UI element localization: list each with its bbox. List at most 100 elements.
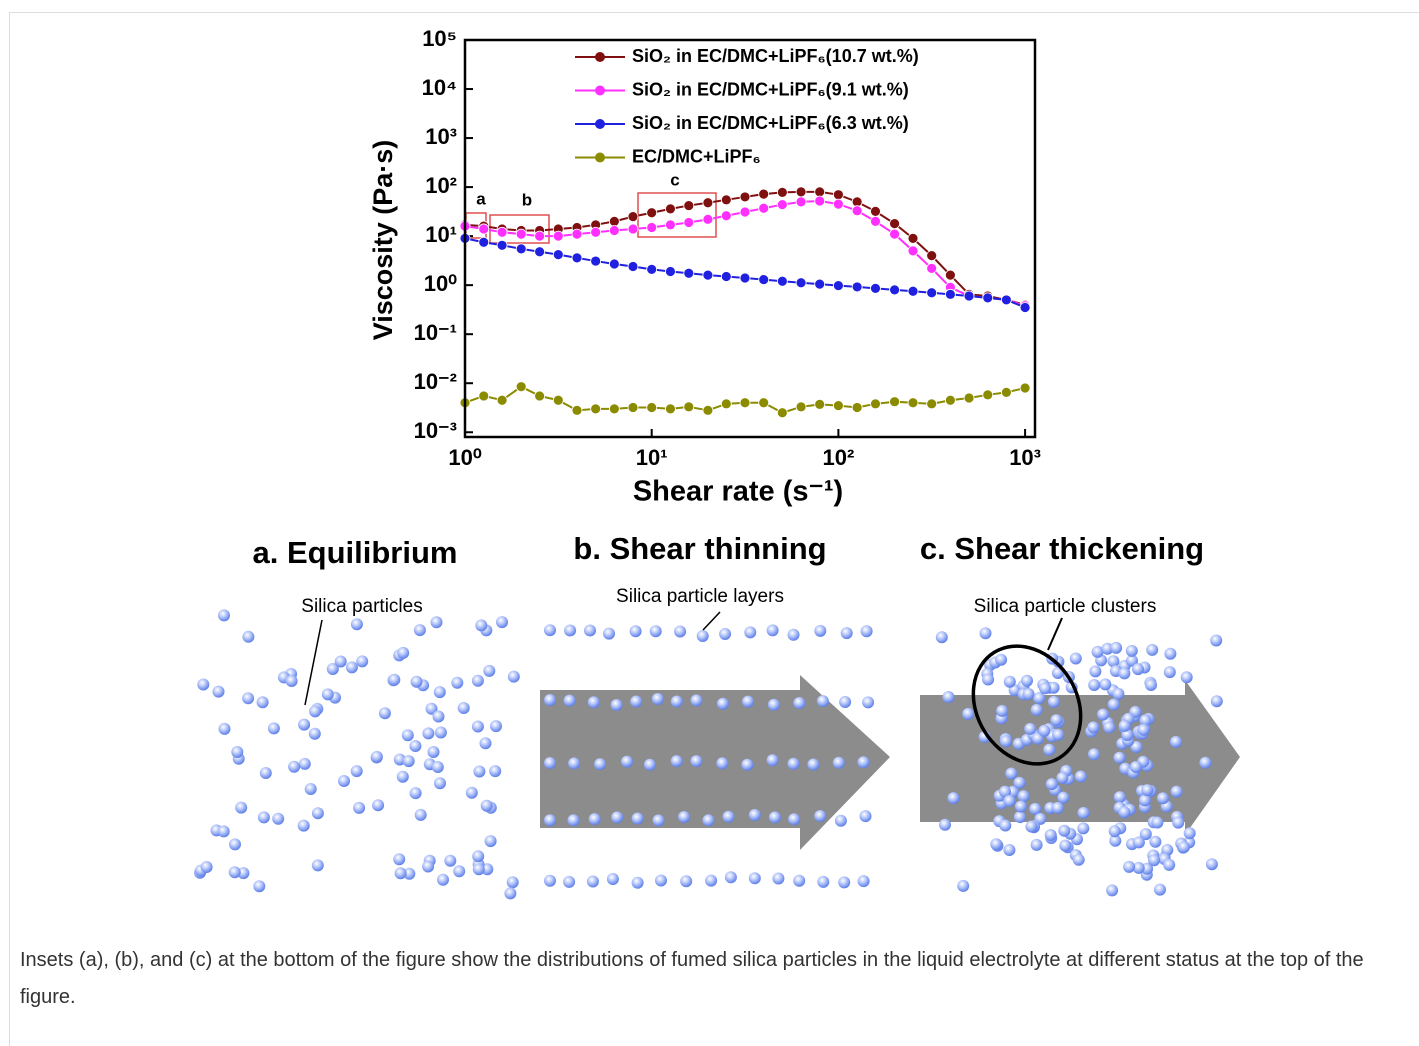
particle bbox=[253, 880, 266, 893]
particle bbox=[472, 863, 485, 876]
y-tick-label: 10⁵ bbox=[422, 26, 457, 51]
particle bbox=[814, 624, 827, 637]
plot: 10⁰ 10¹ 10² 10³ 10⁻³ 10⁻² 10⁻¹ 10⁰ 10¹ 10² 10³ 10⁴ 1… bbox=[414, 26, 1041, 470]
particle bbox=[218, 609, 230, 622]
particle bbox=[748, 872, 761, 885]
particle bbox=[1087, 721, 1100, 734]
data-point bbox=[683, 267, 695, 279]
particle bbox=[402, 755, 415, 768]
particle bbox=[652, 814, 665, 827]
particle bbox=[1172, 816, 1185, 829]
particle bbox=[788, 813, 801, 826]
data-point bbox=[515, 243, 527, 255]
particle bbox=[480, 799, 493, 812]
particle bbox=[1047, 695, 1060, 708]
particle bbox=[768, 811, 781, 824]
particle bbox=[982, 673, 995, 686]
y-axis-label: Viscosity (Pa·s) bbox=[368, 140, 398, 341]
particle bbox=[1205, 858, 1218, 871]
particle bbox=[649, 625, 662, 638]
data-point bbox=[720, 194, 732, 206]
particle bbox=[1025, 820, 1038, 833]
particle bbox=[1045, 778, 1058, 791]
particle bbox=[621, 755, 633, 768]
data-point bbox=[851, 281, 863, 293]
legend-marker bbox=[595, 52, 605, 62]
data-point bbox=[889, 284, 900, 296]
x-axis-label: Shear rate (s⁻¹) bbox=[633, 476, 843, 508]
data-point bbox=[683, 200, 695, 211]
particle bbox=[1088, 679, 1101, 691]
particle bbox=[1056, 771, 1069, 784]
legend-label: SiO₂ in EC/DMC+LiPF₆(6.3 wt.%) bbox=[632, 113, 909, 133]
particle bbox=[1091, 645, 1104, 658]
particle bbox=[544, 757, 556, 769]
pointer-line bbox=[702, 611, 721, 631]
particle bbox=[298, 718, 311, 731]
data-point bbox=[646, 402, 658, 413]
y-tick-label: 10⁻¹ bbox=[414, 320, 457, 345]
particle bbox=[834, 814, 847, 827]
particle bbox=[1118, 667, 1131, 680]
particle bbox=[1163, 858, 1176, 871]
legend-marker bbox=[595, 152, 605, 163]
particle bbox=[311, 859, 324, 872]
y-tick-label: 10⁻³ bbox=[414, 418, 457, 443]
particle bbox=[504, 887, 517, 900]
data-point bbox=[571, 252, 583, 264]
data-point bbox=[926, 287, 938, 299]
particle bbox=[1017, 790, 1030, 803]
data-point bbox=[758, 397, 770, 409]
particle bbox=[1051, 667, 1064, 679]
particle bbox=[678, 811, 691, 823]
particle bbox=[544, 624, 556, 637]
particle bbox=[1000, 735, 1012, 748]
particle bbox=[807, 758, 820, 771]
particle bbox=[772, 872, 785, 885]
particle bbox=[1033, 692, 1046, 705]
particle bbox=[1156, 792, 1169, 805]
particle bbox=[787, 628, 800, 641]
data-point bbox=[1000, 386, 1012, 398]
data-point bbox=[907, 397, 919, 409]
particle bbox=[793, 874, 806, 887]
data-point bbox=[665, 203, 676, 215]
particle bbox=[272, 812, 285, 825]
particle bbox=[326, 663, 339, 675]
particle bbox=[1138, 794, 1151, 807]
data-point bbox=[627, 211, 639, 223]
particle bbox=[409, 740, 422, 752]
particle bbox=[1088, 748, 1100, 761]
particle bbox=[259, 767, 272, 779]
particle bbox=[237, 867, 250, 880]
particle bbox=[1108, 825, 1121, 838]
particle bbox=[767, 698, 780, 711]
data-point bbox=[814, 398, 826, 410]
particle bbox=[285, 675, 298, 687]
particle bbox=[413, 624, 426, 637]
particle bbox=[1103, 721, 1116, 734]
particle bbox=[603, 627, 615, 640]
particle bbox=[563, 875, 576, 888]
particle bbox=[465, 786, 478, 799]
data-point bbox=[795, 401, 807, 413]
particle bbox=[1113, 791, 1126, 804]
caption: Insets (a), (b), and (c) at the bottom o… bbox=[20, 949, 1364, 1008]
inset-title: c. Shear thickening bbox=[920, 531, 1204, 566]
particle bbox=[1164, 647, 1177, 660]
particle bbox=[741, 758, 754, 771]
particle bbox=[838, 876, 851, 889]
particle bbox=[1180, 671, 1193, 684]
particle bbox=[610, 699, 623, 711]
legend-marker bbox=[595, 85, 605, 96]
particle bbox=[422, 860, 435, 873]
y-tick-label: 10¹ bbox=[425, 222, 457, 247]
particle bbox=[670, 695, 683, 708]
particle bbox=[1050, 714, 1063, 727]
particle bbox=[690, 694, 703, 707]
particle bbox=[1099, 678, 1112, 691]
data-point bbox=[851, 402, 863, 413]
legend-marker bbox=[595, 119, 605, 129]
data-point bbox=[982, 389, 994, 401]
particle bbox=[1139, 828, 1152, 841]
